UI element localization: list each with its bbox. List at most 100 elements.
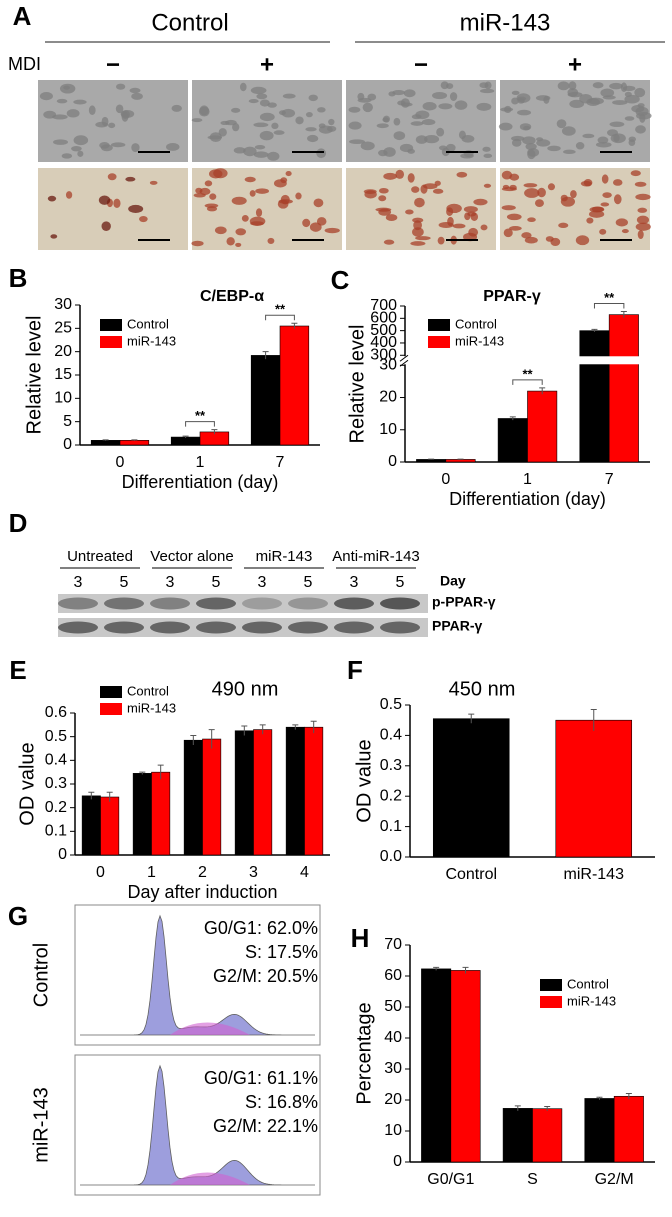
- cell: [588, 210, 605, 218]
- bar: [119, 440, 150, 446]
- cell: [436, 127, 445, 137]
- cell: [235, 242, 242, 247]
- blot: [58, 594, 428, 613]
- bar: [445, 459, 476, 463]
- cell: [73, 99, 87, 105]
- cell: [110, 142, 126, 148]
- cell: [569, 99, 585, 109]
- cell: [410, 241, 426, 246]
- y-tick-label: 0.5: [380, 696, 402, 713]
- cell: [412, 217, 424, 223]
- cell: [348, 121, 362, 130]
- cell: [441, 147, 450, 157]
- cell: [209, 132, 222, 143]
- cell: [235, 228, 247, 236]
- cell: [385, 214, 398, 222]
- cell: [115, 104, 124, 114]
- error-bar: [131, 439, 138, 441]
- day: 3: [74, 574, 83, 591]
- cell: [456, 171, 468, 178]
- cell: [458, 130, 466, 140]
- day: 5: [120, 574, 129, 591]
- cell: [561, 126, 576, 136]
- cell: [612, 100, 628, 105]
- cell: [56, 98, 68, 104]
- panel-letter: E: [9, 655, 26, 685]
- legend-swatch: [100, 336, 122, 348]
- cell: [61, 153, 73, 159]
- cell: [101, 221, 111, 231]
- cell: [204, 203, 219, 208]
- cell: [255, 188, 269, 194]
- cell: [550, 237, 561, 247]
- cell: [225, 119, 237, 126]
- bar: [234, 730, 254, 856]
- cell: [621, 229, 629, 234]
- legend-label: miR-143: [567, 993, 616, 1008]
- day: 5: [304, 574, 313, 591]
- cell: [50, 234, 58, 239]
- cell: [273, 130, 285, 135]
- y-tick-label: 5: [63, 413, 72, 430]
- y-tick-label: 0.5: [45, 728, 67, 745]
- bar: [304, 726, 324, 856]
- y-axis-label: OD value: [353, 739, 375, 822]
- cell: [326, 125, 337, 132]
- cell: [501, 205, 516, 211]
- cell: [100, 144, 113, 152]
- day: 3: [350, 574, 359, 591]
- cell: [308, 94, 318, 102]
- cell: [634, 181, 647, 187]
- blot-band: [58, 621, 98, 634]
- cell: [378, 195, 387, 202]
- y-tick-label: 20: [54, 343, 72, 360]
- cell: [250, 221, 264, 226]
- x-tick-label: 7: [276, 454, 285, 471]
- axis-break: [399, 356, 650, 365]
- legend-swatch: [428, 336, 450, 348]
- cell: [305, 112, 313, 118]
- cell: [243, 146, 257, 157]
- cell: [407, 148, 415, 154]
- y-tick-label: 70: [384, 936, 402, 953]
- cell: [348, 106, 361, 113]
- cell: [250, 86, 267, 95]
- y-tick-label: 20: [379, 389, 397, 406]
- error-bar: [241, 725, 248, 736]
- panel-letter: B: [9, 263, 28, 293]
- cell: [53, 139, 68, 145]
- cell: [362, 102, 373, 113]
- bar: [151, 771, 171, 856]
- cell: [560, 196, 576, 207]
- blot-band: [104, 597, 144, 610]
- cell: [446, 203, 462, 214]
- y-tick-label: 400: [370, 334, 397, 351]
- cell: [595, 141, 612, 148]
- cell: [317, 107, 326, 113]
- cell: [600, 202, 610, 207]
- cell: [282, 93, 296, 99]
- cell: [527, 217, 536, 223]
- group-title: miR-143: [460, 9, 551, 36]
- chart-title: C/EBP-α: [200, 288, 264, 305]
- cell: [129, 87, 141, 94]
- cell: [395, 169, 405, 179]
- x-tick-label: miR-143: [564, 866, 625, 883]
- bar: [132, 773, 152, 856]
- cell-cycle-stat: G2/M: 20.5%: [213, 966, 318, 986]
- cell: [637, 230, 644, 240]
- cell: [405, 209, 414, 215]
- cell: [449, 92, 458, 101]
- cell: [108, 122, 116, 129]
- y-tick-label: 15: [54, 366, 72, 383]
- cell: [415, 135, 428, 144]
- y-tick-label: 0.2: [45, 799, 67, 816]
- chart: 0 0.1 0.2 0.3 0.4 0.5 0.6 0 1 2 3 4 490 nm Day after …: [16, 678, 330, 902]
- cell: [421, 119, 436, 126]
- cell: [415, 110, 430, 120]
- chart-title: 450 nm: [449, 678, 516, 700]
- cell: [517, 98, 525, 104]
- treatment: −: [106, 51, 120, 78]
- y-tick-label: 0.1: [380, 818, 402, 835]
